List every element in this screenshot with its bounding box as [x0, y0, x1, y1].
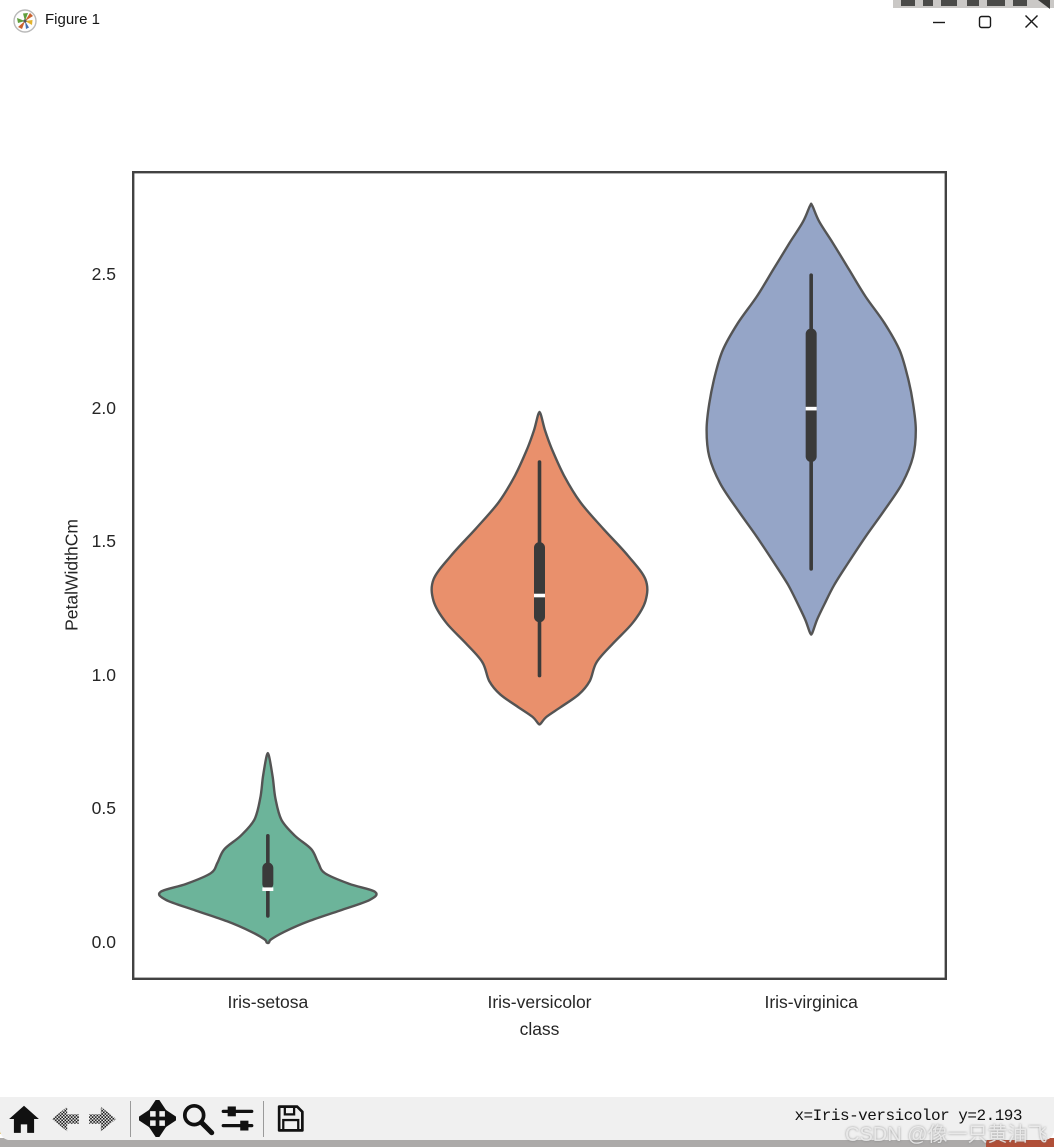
navigation-toolbar: x=Iris-versicolor y=2.193 — [0, 1097, 1054, 1140]
background-window-bottom-edge — [0, 1138, 1054, 1147]
y-tick-label: 1.0 — [91, 664, 116, 685]
median-Iris-setosa — [262, 887, 274, 892]
save-floppy-icon — [277, 1105, 304, 1132]
toolbar-button-back[interactable] — [44, 1099, 84, 1139]
toolbar-button-configure-subplots[interactable] — [217, 1099, 257, 1139]
iqr-box-Iris-versicolor — [534, 542, 545, 623]
maximize-button[interactable] — [962, 0, 1008, 43]
pan-icon — [138, 1100, 176, 1137]
window-title: Figure 1 — [45, 11, 101, 28]
violin-plot[interactable] — [132, 171, 947, 980]
home-icon — [9, 1105, 39, 1133]
x-tick-label: Iris-setosa — [227, 992, 309, 1012]
toolbar-button-pan[interactable] — [137, 1099, 177, 1139]
background-window-red-fragment — [986, 1138, 1054, 1147]
y-tick-label: 2.0 — [91, 397, 116, 418]
plot-canvas[interactable]: PetalWidthCm 0.0 0.5 1.0 1.5 2.0 2.5 Iris-set… — [0, 43, 1054, 1097]
back-arrow-icon — [51, 1106, 79, 1131]
y-tick-label: 0.5 — [91, 798, 116, 819]
window-titlebar[interactable]: Figure 1 — [0, 0, 1054, 43]
y-tick-label: 1.5 — [91, 531, 116, 552]
toolbar-separator — [130, 1100, 131, 1137]
minimize-icon — [933, 21, 945, 23]
toolbar-button-zoom[interactable] — [177, 1099, 217, 1139]
background-window-edge-top — [893, 0, 1054, 9]
axes-border — [132, 171, 947, 980]
y-tick-label: 0.0 — [91, 931, 116, 952]
y-tick-label: 2.5 — [91, 264, 116, 285]
x-axis-label: class — [519, 1019, 560, 1039]
matplotlib-logo-icon — [13, 9, 37, 33]
toolbar-button-forward[interactable] — [84, 1099, 124, 1139]
toolbar-separator — [263, 1100, 264, 1137]
cursor-position-readout: x=Iris-versicolor y=2.193 — [794, 1107, 1022, 1125]
x-tick-label: Iris-virginica — [764, 992, 858, 1012]
median-Iris-versicolor — [534, 593, 545, 598]
median-Iris-virginica — [805, 406, 817, 411]
close-icon — [1024, 15, 1038, 28]
x-tick-label: Iris-versicolor — [487, 992, 592, 1012]
toolbar-button-home[interactable] — [4, 1099, 44, 1139]
maximize-icon — [978, 15, 992, 28]
magnifier-icon — [182, 1103, 214, 1136]
iqr-box-Iris-setosa — [262, 862, 274, 890]
sliders-icon — [221, 1106, 253, 1131]
forward-arrow-icon — [89, 1106, 117, 1131]
minimize-button[interactable] — [916, 0, 962, 43]
close-button[interactable] — [1008, 0, 1054, 43]
background-window-corner — [1038, 0, 1050, 9]
toolbar-button-save[interactable] — [270, 1099, 310, 1139]
iqr-box-Iris-virginica — [805, 328, 817, 463]
